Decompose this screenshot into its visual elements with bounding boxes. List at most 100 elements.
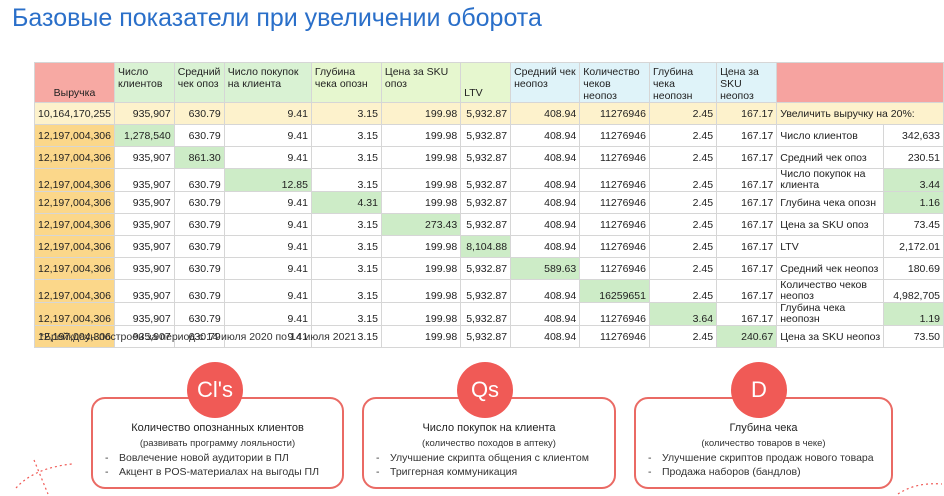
cell-sku-price-unknown: 167.17: [716, 146, 778, 169]
card-subtitle: (количество походов в аптеку): [422, 438, 556, 449]
cell-ltv: 5,932.87: [460, 124, 512, 147]
cell-depth-known: 3.15: [310, 257, 382, 280]
cell-ltv: 8,104.88: [460, 235, 512, 258]
cell-avg-check-unknown: 408.94: [510, 325, 581, 348]
cell-revenue: 12,197,004,306: [34, 235, 115, 258]
cell-avg-check-known: 630.79: [173, 213, 225, 236]
cell-sku-price-known: 199.98: [380, 102, 462, 125]
cell-checks-unknown: 11276946: [579, 146, 650, 169]
card-list: Улучшение скрипта общения с клиентом Три…: [376, 451, 589, 479]
cell-avg-check-known: 630.79: [173, 325, 225, 348]
cell-avg-check-known: 630.79: [173, 257, 225, 280]
cell-avg-check-unknown: 408.94: [510, 124, 581, 147]
cell-revenue: 12,197,004,306: [34, 168, 115, 192]
side-label: LTV: [776, 235, 885, 258]
cell-depth-unknown: 2.45: [648, 191, 718, 214]
header-clients: Число клиентов: [114, 62, 175, 103]
cell-clients: 935,907: [114, 102, 175, 125]
cell-purchases-per-client: 9.41: [223, 102, 312, 125]
cell-revenue: 12,197,004,306: [34, 302, 115, 326]
cell-depth-unknown: 2.45: [648, 279, 718, 303]
cell-avg-check-known: 630.79: [173, 302, 225, 326]
cell-sku-price-unknown: 167.17: [716, 191, 778, 214]
cell-checks-unknown: 16259651: [579, 279, 650, 303]
cell-depth-unknown: 2.45: [648, 102, 718, 125]
cell-ltv: 5,932.87: [460, 279, 512, 303]
card-list: Вовлечение новой аудитории в ПЛ Акцент в…: [105, 451, 319, 479]
cell-depth-known: 3.15: [310, 168, 382, 192]
side-value: 342,633: [883, 124, 944, 147]
cell-revenue: 12,197,004,306: [34, 325, 115, 348]
header-side-blank: [776, 62, 944, 103]
cell-checks-unknown: 11276946: [579, 213, 650, 236]
decoration-line-icon: [897, 483, 943, 495]
side-value: 230.51: [883, 146, 944, 169]
cell-avg-check-unknown: 589.63: [510, 257, 581, 280]
cell-ltv: 5,932.87: [460, 302, 512, 326]
cell-purchases-per-client: 9.41: [223, 124, 312, 147]
badge-d: D: [731, 362, 787, 418]
cell-purchases-per-client: 9.41: [223, 279, 312, 303]
cell-depth-known: 4.31: [310, 191, 382, 214]
list-item: Улучшение скриптов продаж нового товара: [648, 451, 874, 465]
cell-clients: 935,907: [114, 279, 175, 303]
cell-depth-unknown: 2.45: [648, 257, 718, 280]
side-value: 1.19: [883, 302, 944, 326]
cell-depth-known: 3.15: [310, 279, 382, 303]
cell-avg-check-unknown: 408.94: [510, 279, 581, 303]
cell-purchases-per-client: 9.41: [223, 213, 312, 236]
cell-sku-price-unknown: 167.17: [716, 124, 778, 147]
cell-depth-unknown: 2.45: [648, 124, 718, 147]
table-row: 10,164,170,255 935,907 630.79 9.41 3.15 199.9…: [34, 102, 944, 125]
side-value: 3.44: [883, 168, 944, 192]
list-item: Улучшение скрипта общения с клиентом: [376, 451, 589, 465]
header-purchases-per-client: Число покупок на клиента: [223, 62, 312, 103]
cell-sku-price-known: 199.98: [380, 325, 462, 348]
cell-sku-price-known: 199.98: [380, 257, 462, 280]
list-item: Акцент в POS-материалах на выгоды ПЛ: [105, 465, 319, 479]
cell-clients: 935,907: [114, 235, 175, 258]
table-row: 12,197,004,306 935,907 861.30 9.41 3.15 199.9…: [34, 146, 944, 169]
side-label: Число покупок на клиента: [776, 168, 885, 192]
cell-sku-price-known: 199.98: [380, 235, 462, 258]
cell-ltv: 5,932.87: [460, 102, 512, 125]
cell-ltv: 5,932.87: [460, 325, 512, 348]
card-list: Улучшение скриптов продаж нового товара …: [648, 451, 874, 479]
side-header: Увеличить выручку на 20%:: [776, 102, 944, 125]
cell-checks-unknown: 11276946: [579, 302, 650, 326]
cell-checks-unknown: 11276946: [579, 235, 650, 258]
cell-depth-known: 3.15: [310, 124, 382, 147]
page-title: Базовые показатели при увеличении оборот…: [12, 4, 542, 32]
side-label: Цена за SKU неопоз: [776, 325, 885, 348]
cell-clients: 935,907: [114, 302, 175, 326]
cell-avg-check-unknown: 408.94: [510, 191, 581, 214]
cell-sku-price-known: 199.98: [380, 124, 462, 147]
cell-avg-check-known: 630.79: [173, 102, 225, 125]
cell-ltv: 5,932.87: [460, 191, 512, 214]
side-label: Глубина чека опозн: [776, 191, 885, 214]
side-value: 1.16: [883, 191, 944, 214]
cell-depth-known: 3.15: [310, 302, 382, 326]
cell-clients: 935,907: [114, 146, 175, 169]
cell-sku-price-unknown: 167.17: [716, 235, 778, 258]
cell-avg-check-unknown: 408.94: [510, 235, 581, 258]
side-value: 73.50: [883, 325, 944, 348]
cell-sku-price-known: 199.98: [380, 191, 462, 214]
cell-clients: 1,278,540: [114, 124, 175, 147]
badge-qs: Qs: [457, 362, 513, 418]
cell-purchases-per-client: 9.41: [223, 191, 312, 214]
side-label: Цена за SKU опоз: [776, 213, 885, 236]
cell-avg-check-unknown: 408.94: [510, 302, 581, 326]
cell-clients: 935,907: [114, 191, 175, 214]
cell-revenue: 12,197,004,306: [34, 257, 115, 280]
side-value: 180.69: [883, 257, 944, 280]
cell-sku-price-unknown: 167.17: [716, 213, 778, 236]
cell-clients: 935,907: [114, 168, 175, 192]
cell-checks-unknown: 11276946: [579, 168, 650, 192]
cell-checks-unknown: 11276946: [579, 102, 650, 125]
cell-ltv: 5,932.87: [460, 146, 512, 169]
cell-depth-unknown: 2.45: [648, 146, 718, 169]
header-sku-price-unknown: Цена за SKU неопоз: [716, 62, 778, 103]
cell-purchases-per-client: 9.41: [223, 325, 312, 348]
side-value: 73.45: [883, 213, 944, 236]
